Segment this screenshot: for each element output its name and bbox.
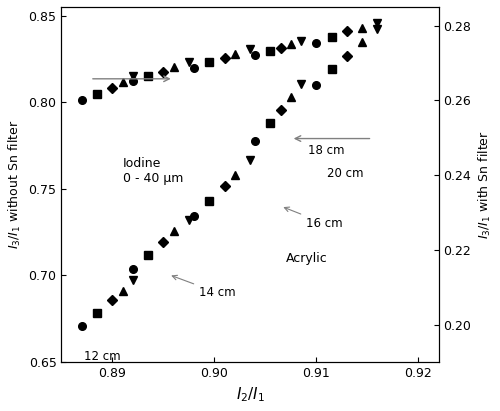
Text: 20 cm: 20 cm <box>326 167 363 180</box>
Y-axis label: $I_3/I_1$ with Sn filter: $I_3/I_1$ with Sn filter <box>477 130 493 239</box>
Text: 16 cm: 16 cm <box>284 207 343 230</box>
Text: 14 cm: 14 cm <box>172 275 236 299</box>
X-axis label: $I_2/I_1$: $I_2/I_1$ <box>236 386 264 404</box>
Text: Iodine
0 - 40 μm: Iodine 0 - 40 μm <box>122 157 183 185</box>
Text: 18 cm: 18 cm <box>308 144 344 157</box>
Text: Acrylic: Acrylic <box>286 252 328 265</box>
Text: 12 cm: 12 cm <box>84 350 120 363</box>
Y-axis label: $I_3/I_1$ without Sn filter: $I_3/I_1$ without Sn filter <box>7 120 23 249</box>
